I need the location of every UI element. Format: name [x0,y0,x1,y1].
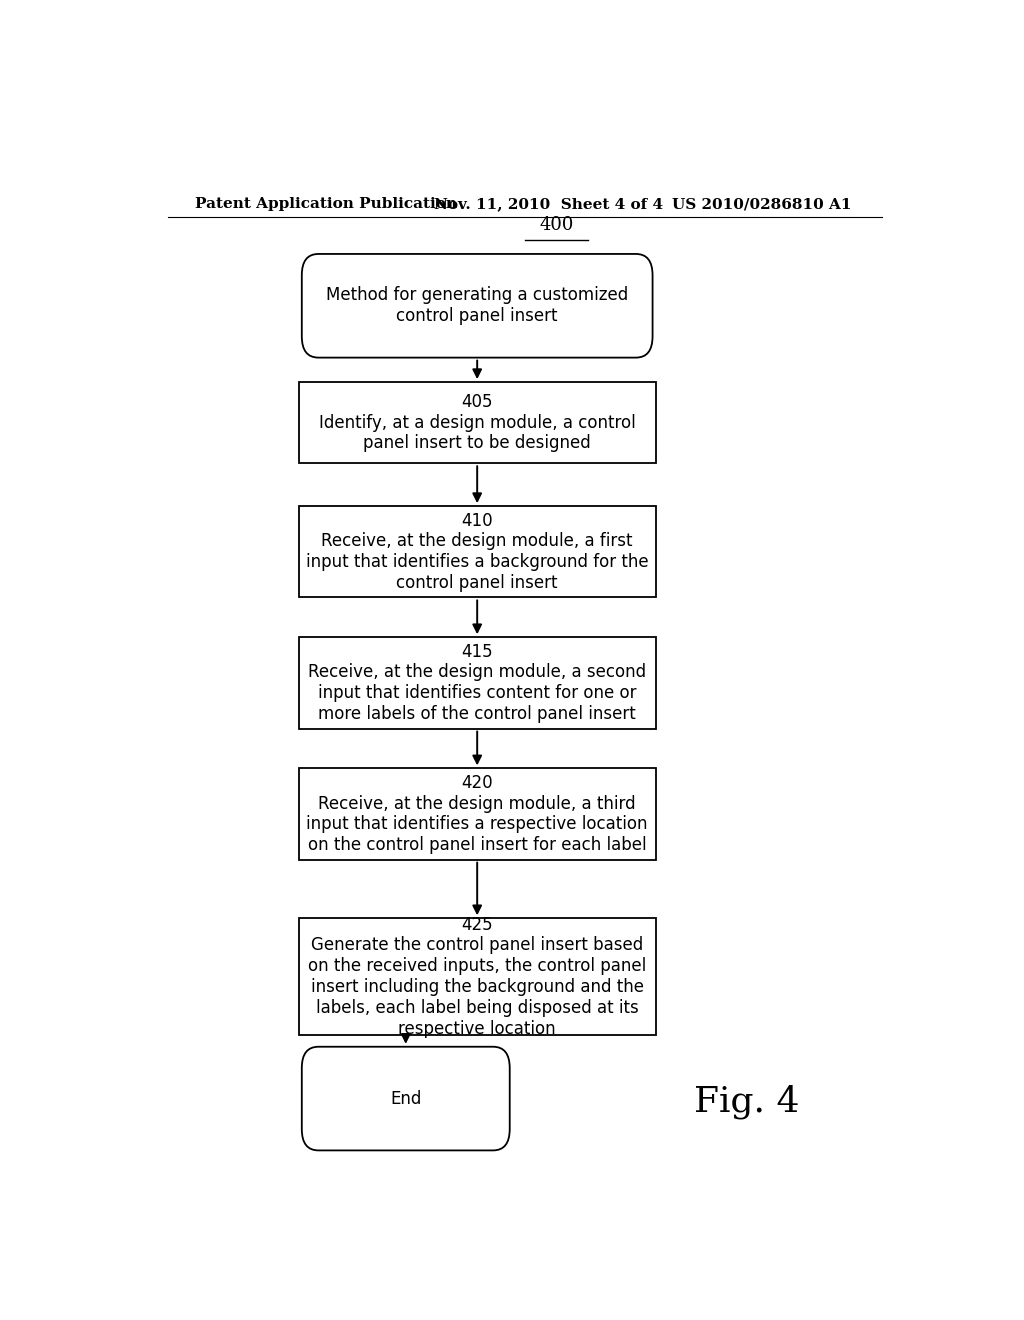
FancyBboxPatch shape [302,1047,510,1151]
Text: Method for generating a customized
control panel insert: Method for generating a customized contr… [326,286,629,325]
Bar [299,919,655,1035]
Text: 425
Generate the control panel insert based
on the received inputs, the control : 425 Generate the control panel insert ba… [308,916,646,1038]
Text: End: End [390,1089,422,1107]
Text: 410
Receive, at the design module, a first
input that identifies a background fo: 410 Receive, at the design module, a fir… [306,512,648,591]
Text: US 2010/0286810 A1: US 2010/0286810 A1 [672,197,851,211]
Text: Fig. 4: Fig. 4 [694,1084,800,1119]
Text: 405
Identify, at a design module, a control
panel insert to be designed: 405 Identify, at a design module, a cont… [318,393,636,453]
FancyBboxPatch shape [302,253,652,358]
Text: Patent Application Publication: Patent Application Publication [196,197,458,211]
Text: 420
Receive, at the design module, a third
input that identifies a respective lo: 420 Receive, at the design module, a thi… [306,774,648,854]
Bar [299,506,655,598]
Bar [299,768,655,859]
Text: 415
Receive, at the design module, a second
input that identifies content for on: 415 Receive, at the design module, a sec… [308,643,646,723]
Bar [299,381,655,463]
Text: 400: 400 [540,215,573,234]
Bar [299,638,655,729]
Text: Nov. 11, 2010  Sheet 4 of 4: Nov. 11, 2010 Sheet 4 of 4 [433,197,663,211]
